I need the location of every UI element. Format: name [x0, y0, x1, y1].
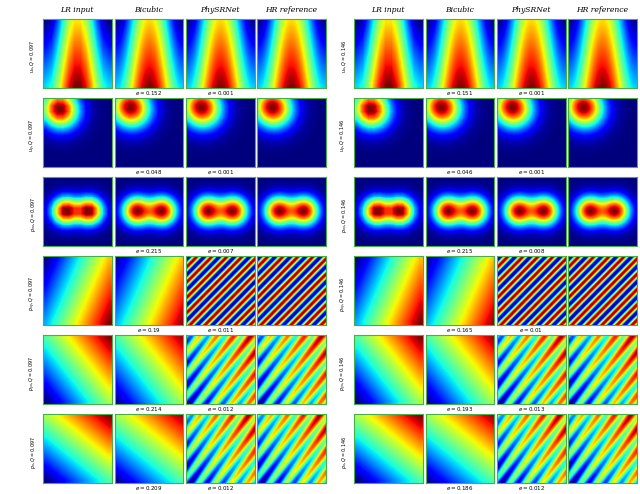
Text: $e = 0.046$: $e = 0.046$	[446, 168, 474, 176]
Text: $e = 0.012$: $e = 0.012$	[518, 484, 545, 493]
Text: $e = 0.001$: $e = 0.001$	[518, 89, 545, 97]
Text: $e = 0.01$: $e = 0.01$	[519, 326, 543, 334]
Text: $u_x, Q=0.146$: $u_x, Q=0.146$	[340, 40, 349, 74]
Text: $e = 0.215$: $e = 0.215$	[136, 247, 163, 255]
Text: HR reference: HR reference	[265, 6, 317, 14]
Text: $e = 0.214$: $e = 0.214$	[135, 405, 163, 413]
Text: $e = 0.011$: $e = 0.011$	[207, 326, 234, 334]
Text: $u_y, Q=0.097$: $u_y, Q=0.097$	[28, 120, 38, 152]
Text: $e = 0.012$: $e = 0.012$	[207, 484, 234, 493]
Text: $u_y, Q=0.146$: $u_y, Q=0.146$	[339, 119, 349, 153]
Text: $p_x, Q=0.097$: $p_x, Q=0.097$	[29, 436, 38, 468]
Text: $e = 0.186$: $e = 0.186$	[446, 484, 474, 493]
Text: $p_{xy}, Q=0.097$: $p_{xy}, Q=0.097$	[28, 276, 38, 312]
Text: $p_{xx}, Q=0.146$: $p_{xx}, Q=0.146$	[340, 197, 349, 233]
Text: $p_x, Q=0.146$: $p_x, Q=0.146$	[340, 435, 349, 469]
Text: Bicubic: Bicubic	[445, 6, 474, 14]
Text: $p_{xx}, Q=0.097$: $p_{xx}, Q=0.097$	[29, 197, 38, 233]
Text: $e = 0.013$: $e = 0.013$	[518, 405, 545, 413]
Text: LR input: LR input	[371, 6, 405, 14]
Text: $e = 0.193$: $e = 0.193$	[446, 405, 474, 413]
Text: $e = 0.001$: $e = 0.001$	[207, 168, 234, 176]
Text: $e = 0.19$: $e = 0.19$	[137, 326, 161, 334]
Text: $e = 0.012$: $e = 0.012$	[207, 405, 234, 413]
Text: $e = 0.048$: $e = 0.048$	[135, 168, 163, 176]
Text: $p_{xy}, Q=0.146$: $p_{xy}, Q=0.146$	[339, 276, 349, 312]
Text: LR input: LR input	[60, 6, 94, 14]
Text: $e = 0.151$: $e = 0.151$	[446, 89, 474, 97]
Text: $e = 0.209$: $e = 0.209$	[136, 484, 163, 493]
Text: $e = 0.165$: $e = 0.165$	[446, 326, 474, 334]
Text: $e = 0.215$: $e = 0.215$	[447, 247, 474, 255]
Text: $e = 0.008$: $e = 0.008$	[518, 247, 545, 255]
Text: HR reference: HR reference	[576, 6, 628, 14]
Text: $p_{yx}, Q=0.146$: $p_{yx}, Q=0.146$	[339, 355, 349, 391]
Text: $e = 0.152$: $e = 0.152$	[136, 89, 163, 97]
Text: PhySRNet: PhySRNet	[511, 6, 550, 14]
Text: Bicubic: Bicubic	[134, 6, 163, 14]
Text: $e = 0.001$: $e = 0.001$	[518, 168, 545, 176]
Text: $p_{yx}, Q=0.097$: $p_{yx}, Q=0.097$	[28, 355, 38, 391]
Text: $e = 0.007$: $e = 0.007$	[207, 247, 234, 255]
Text: $e = 0.001$: $e = 0.001$	[207, 89, 234, 97]
Text: PhySRNet: PhySRNet	[200, 6, 239, 14]
Text: $u_x, Q=0.097$: $u_x, Q=0.097$	[29, 41, 38, 73]
